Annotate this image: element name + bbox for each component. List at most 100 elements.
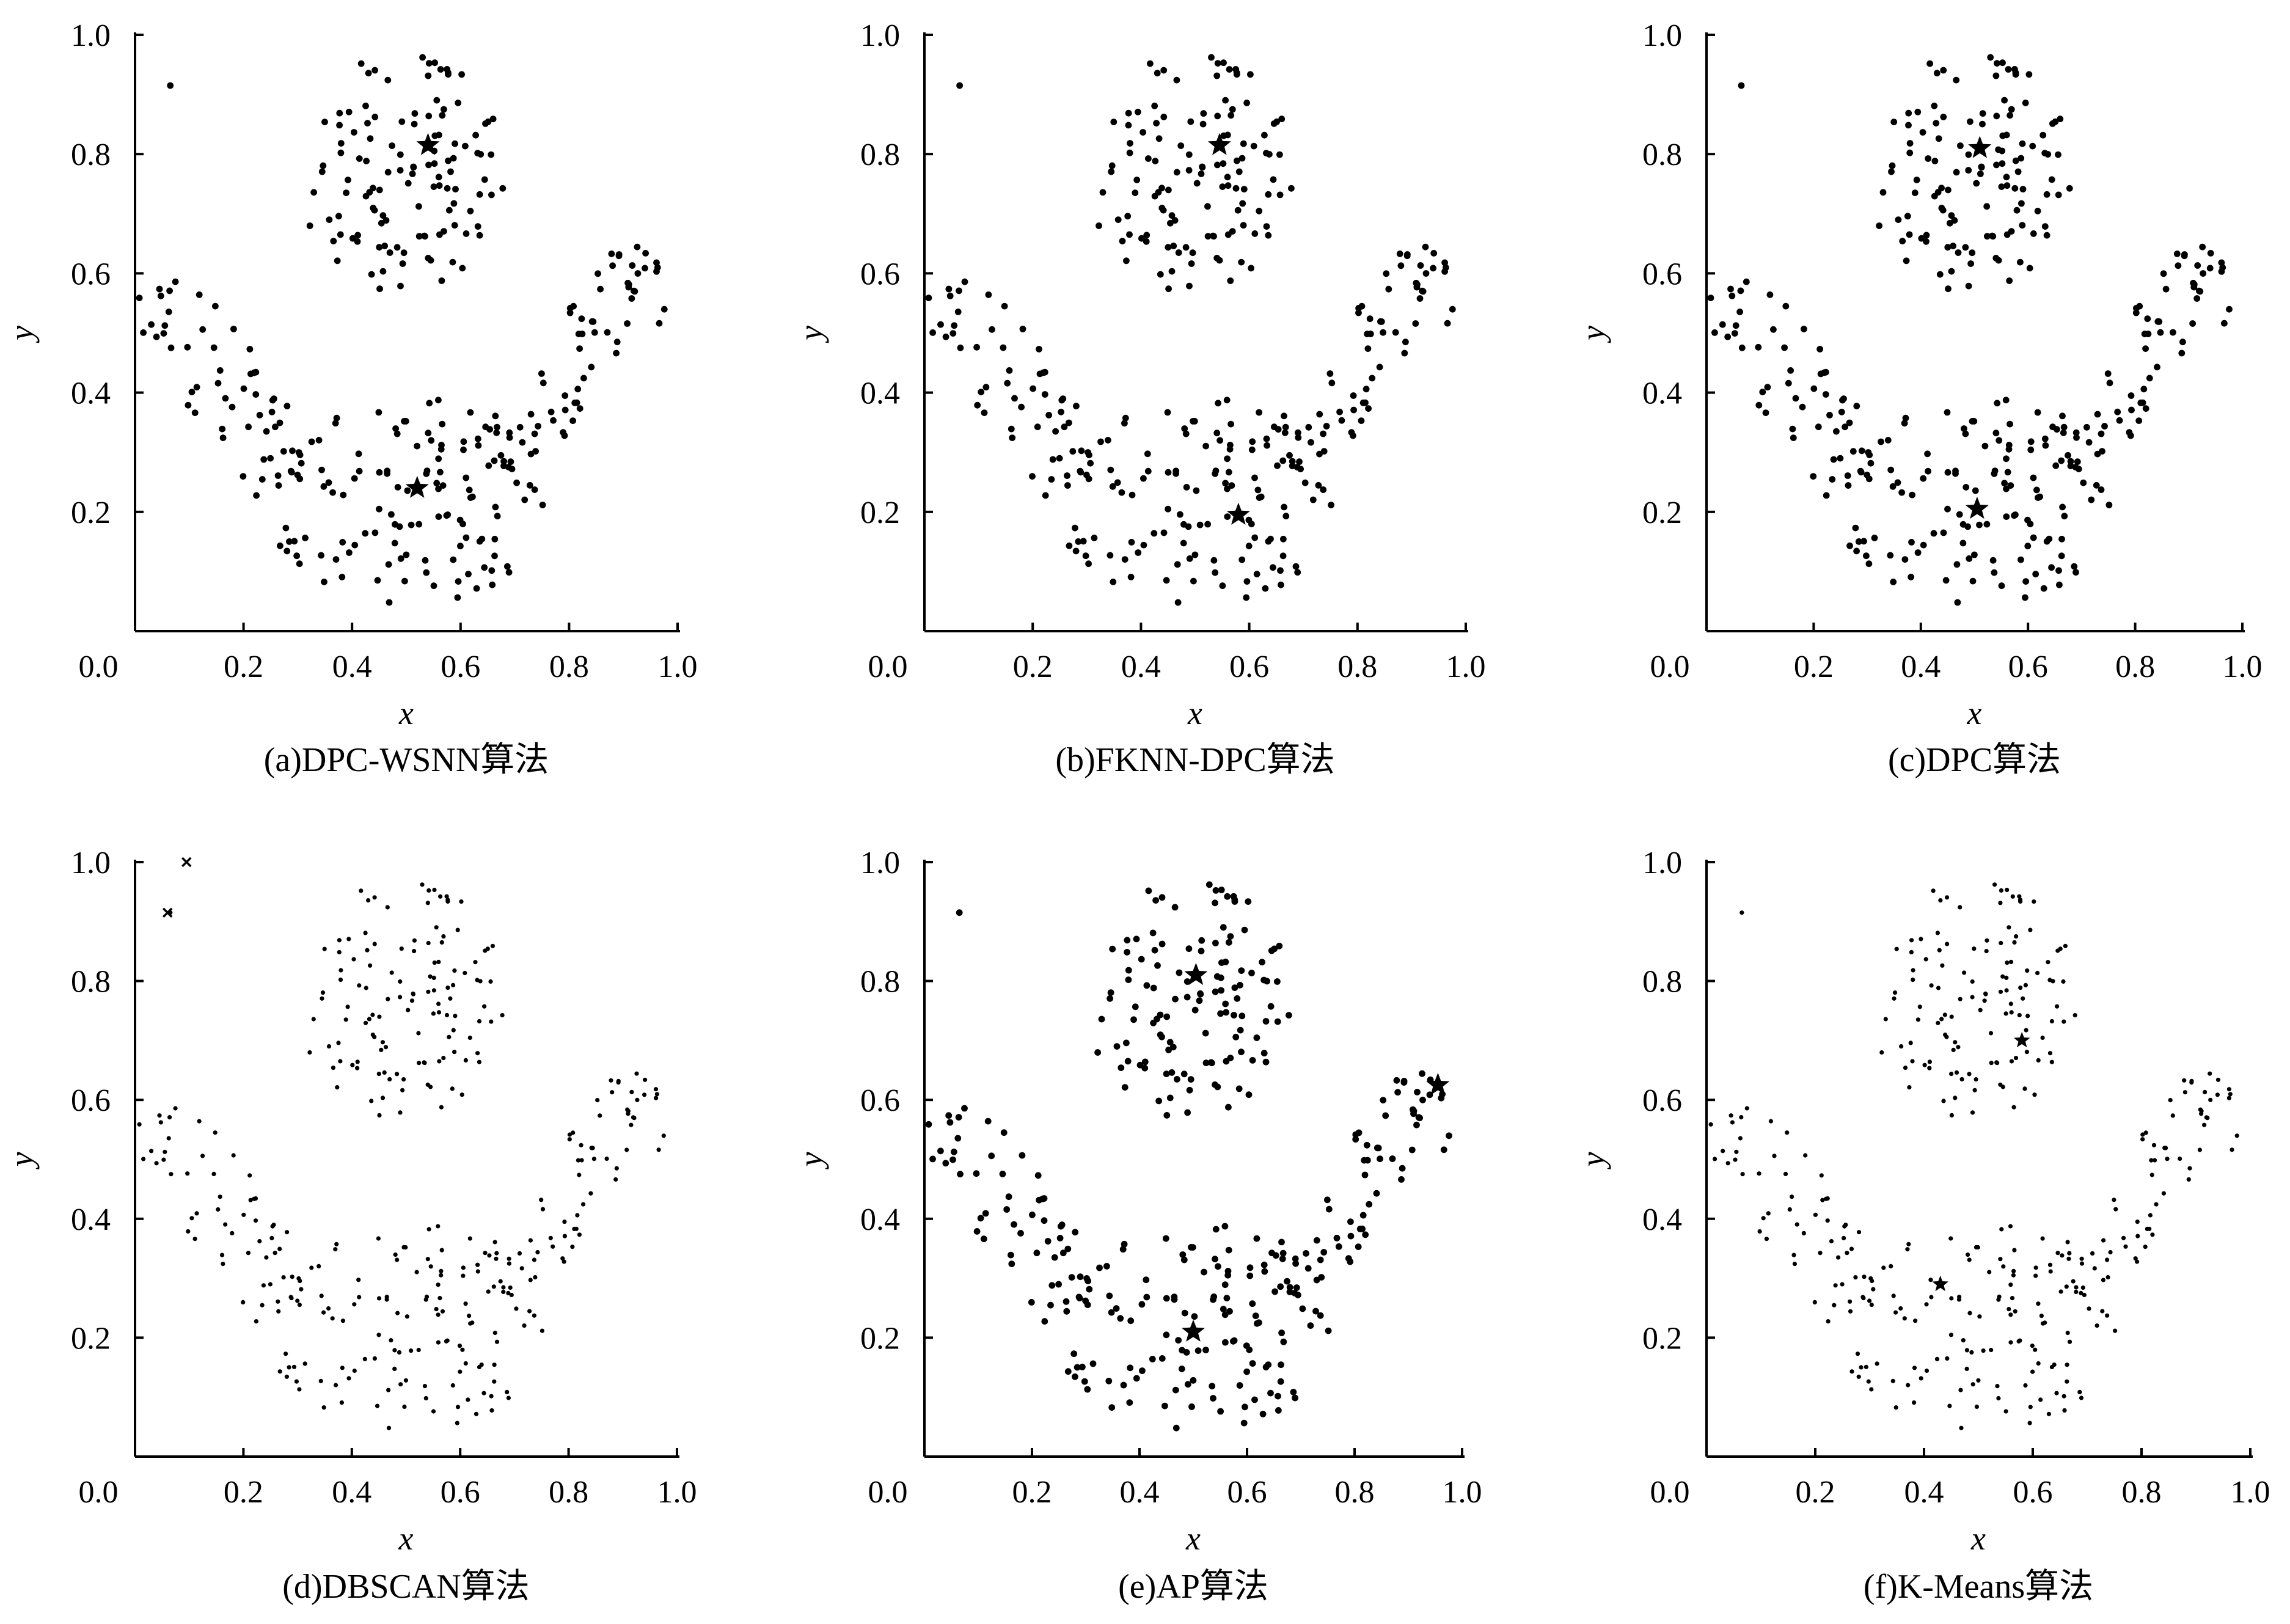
data-point [1908, 1041, 1913, 1045]
data-point [954, 1135, 962, 1142]
data-point [2008, 1340, 2013, 1345]
data-point [1219, 582, 1226, 590]
data-point [1214, 1083, 1221, 1091]
data-point [1963, 484, 1970, 491]
data-point [463, 1301, 468, 1306]
data-point [1416, 295, 1424, 302]
data-point [2215, 1092, 2220, 1097]
data-point [1732, 322, 1739, 329]
data-point [955, 1114, 962, 1121]
data-point [1976, 1378, 1981, 1383]
x-tick-label: 0.2 [1013, 649, 1053, 684]
data-point [2016, 1339, 2021, 1344]
data-point [1191, 1313, 1198, 1320]
data-point [1219, 183, 1226, 190]
data-point [1941, 1099, 1946, 1103]
data-point [338, 1059, 343, 1064]
data-point [1844, 472, 1851, 479]
data-point [519, 439, 526, 446]
data-point [384, 169, 392, 176]
data-point [562, 392, 569, 399]
data-point [1140, 541, 1147, 549]
data-point [372, 1356, 378, 1361]
y-axis-title: y [3, 1152, 40, 1169]
data-point [167, 1115, 172, 1120]
data-point [1789, 425, 1796, 433]
data-point [1084, 1301, 1091, 1309]
data-point [1125, 976, 1132, 983]
data-point [2003, 174, 2010, 181]
data-point [580, 1202, 586, 1207]
data-point [340, 1366, 345, 1370]
data-point [573, 399, 580, 406]
data-point [2043, 232, 2050, 239]
data-point [318, 466, 325, 474]
data-point [2065, 452, 2071, 459]
data-point [1278, 1238, 1285, 1246]
data-point [1193, 487, 1200, 494]
data-point [1141, 1058, 1149, 1066]
data-point [2063, 943, 2068, 948]
data-point [1998, 1257, 2003, 1262]
data-point [273, 1251, 277, 1256]
data-point [1766, 1211, 1771, 1216]
data-point [222, 395, 229, 402]
data-point [1887, 466, 1895, 474]
data-point [2049, 423, 2057, 431]
data-point [1738, 1136, 1743, 1141]
data-point [2202, 1122, 2207, 1127]
data-point [460, 1347, 465, 1352]
data-point [1289, 458, 1296, 465]
data-point [1969, 249, 1976, 257]
data-point [1791, 1253, 1796, 1257]
data-point [375, 409, 382, 416]
data-point [320, 990, 326, 995]
data-point [2040, 1236, 2045, 1241]
data-point [218, 1194, 222, 1199]
data-point [2061, 979, 2066, 984]
data-point [1278, 1330, 1286, 1336]
data-point [1113, 1043, 1121, 1050]
data-point [1201, 1268, 1207, 1276]
data-point [1157, 1031, 1164, 1038]
data-point [486, 1289, 491, 1294]
data-point [1292, 1394, 1299, 1402]
data-point [450, 1086, 455, 1091]
data-point [562, 1259, 566, 1264]
data-point [1158, 1355, 1166, 1362]
data-point [1204, 521, 1211, 528]
data-point [2060, 1253, 2065, 1258]
data-point [436, 1224, 441, 1229]
data-point [1290, 1389, 1297, 1395]
data-point [509, 1292, 514, 1298]
data-point [432, 887, 437, 893]
data-point [439, 940, 444, 945]
data-point [422, 557, 429, 564]
data-point [432, 960, 437, 965]
data-point [2012, 69, 2019, 76]
data-point [576, 1158, 581, 1163]
data-point [414, 442, 420, 450]
data-point [1139, 1367, 1146, 1374]
data-point [1108, 1309, 1115, 1316]
data-point [1279, 1249, 1287, 1257]
data-point [1889, 483, 1897, 490]
data-point [389, 970, 394, 975]
data-point [439, 112, 446, 119]
data-point [2033, 486, 2040, 494]
data-point [401, 418, 408, 425]
data-point [1981, 1348, 1986, 1353]
data-point [1281, 503, 1288, 511]
data-point [287, 1365, 291, 1370]
data-point [1217, 1010, 1224, 1017]
x-tick-label: 0.0 [868, 649, 908, 684]
data-point [1271, 1288, 1279, 1295]
data-point [1249, 1360, 1256, 1367]
data-point [316, 1264, 321, 1268]
data-point [386, 997, 390, 1001]
data-point [1430, 250, 1438, 257]
data-point [444, 894, 449, 899]
data-point [1212, 940, 1219, 946]
data-point [1261, 131, 1268, 139]
data-point [1958, 905, 1963, 910]
